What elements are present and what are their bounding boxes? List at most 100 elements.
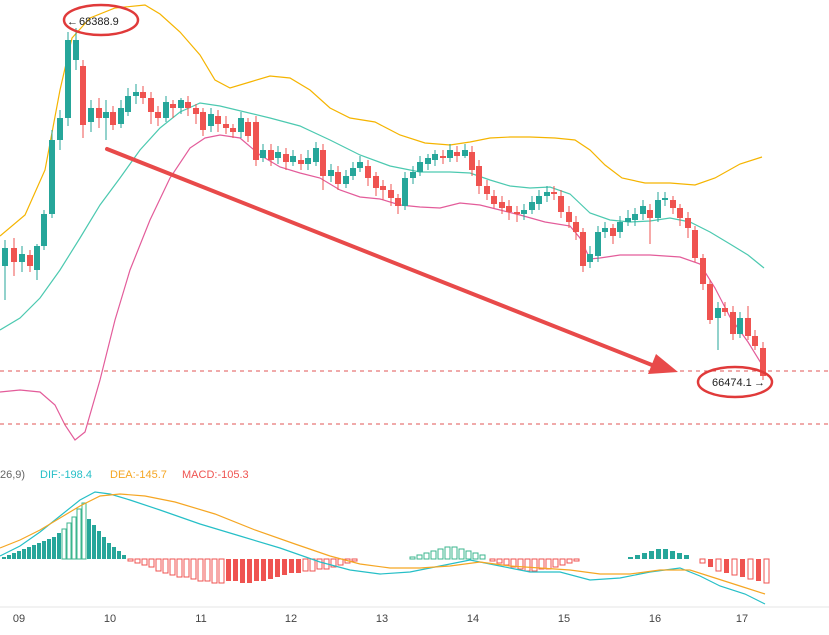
macd-bar-down bbox=[731, 558, 738, 576]
macd-bar-up bbox=[409, 556, 416, 560]
macd-bar-up bbox=[642, 553, 647, 559]
macd-bar-up bbox=[61, 528, 67, 560]
last-arrow-icon: → bbox=[754, 377, 765, 389]
candle-up bbox=[432, 154, 438, 160]
candle-down bbox=[469, 152, 475, 170]
macd-bar-down bbox=[496, 558, 503, 564]
last-price-annotation: 66474.1 → bbox=[696, 365, 774, 399]
candle-up bbox=[125, 96, 131, 112]
candle-up bbox=[118, 108, 124, 124]
macd-bar-up bbox=[52, 537, 56, 559]
candle-up bbox=[602, 228, 608, 232]
macd-bar-up bbox=[71, 516, 77, 560]
macd-dif-line bbox=[0, 491, 766, 605]
macd-bar-up bbox=[27, 547, 31, 559]
macd-value-label: MACD:-105.3 bbox=[182, 469, 249, 481]
candle-down bbox=[11, 248, 17, 262]
candle-up bbox=[357, 162, 363, 168]
bollinger-lower-line bbox=[0, 134, 765, 441]
candle-up bbox=[632, 214, 638, 220]
macd-dea-line bbox=[0, 493, 766, 595]
x-tick-label: 14 bbox=[467, 613, 479, 625]
macd-bar-down bbox=[289, 559, 294, 573]
macd-bar-up bbox=[465, 550, 472, 560]
candle-up bbox=[617, 222, 623, 232]
x-tick-label: 11 bbox=[195, 613, 206, 625]
candle-down bbox=[96, 108, 102, 118]
candle-up bbox=[88, 108, 94, 122]
candle-up bbox=[737, 318, 743, 334]
candle-down bbox=[283, 154, 289, 162]
x-axis-ticks: 09 10 11 12 13 14 15 16 17 bbox=[13, 613, 748, 625]
macd-legend: 26,9) DIF:-198.4 DEA:-145.7 MACD:-105.3 bbox=[0, 469, 249, 481]
candle-down bbox=[745, 318, 751, 336]
candle-down bbox=[200, 112, 206, 130]
macd-bar-up bbox=[472, 552, 479, 560]
macd-bar-up bbox=[635, 555, 640, 559]
macd-bar-up bbox=[57, 533, 61, 559]
candle-down bbox=[760, 348, 766, 376]
macd-bar-down bbox=[169, 558, 176, 576]
macd-bar-down bbox=[176, 558, 183, 578]
candle-up bbox=[103, 112, 109, 118]
macd-bar-down bbox=[351, 558, 358, 562]
candle-down bbox=[551, 192, 557, 194]
macd-bar-up bbox=[92, 525, 96, 559]
x-tick-label: 17 bbox=[736, 613, 748, 625]
high-price-annotation: ← 68388.9 bbox=[62, 3, 140, 37]
candle-down bbox=[514, 212, 520, 214]
macd-lines bbox=[0, 491, 766, 605]
candle-up bbox=[328, 170, 334, 176]
candle-up bbox=[73, 40, 79, 60]
candle-down bbox=[320, 150, 326, 176]
candle-down bbox=[722, 308, 728, 312]
candle-up bbox=[544, 192, 550, 196]
macd-bar-down bbox=[254, 559, 259, 581]
candle-up bbox=[65, 40, 71, 118]
macd-bar-up bbox=[81, 502, 87, 560]
candle-down bbox=[476, 166, 482, 186]
macd-bar-up bbox=[66, 522, 72, 560]
macd-bar-up bbox=[628, 557, 633, 559]
candle-up bbox=[521, 210, 527, 214]
macd-bar-down bbox=[708, 559, 713, 567]
candle-down bbox=[499, 202, 505, 208]
macd-bar-up bbox=[7, 555, 11, 559]
macd-bar-down bbox=[566, 558, 573, 564]
candle-down bbox=[685, 218, 691, 228]
candle-up bbox=[2, 248, 8, 266]
macd-bar-up bbox=[22, 549, 26, 559]
candle-up bbox=[57, 118, 63, 140]
macd-histogram bbox=[2, 502, 770, 584]
candle-down bbox=[610, 228, 616, 236]
macd-bar-up bbox=[97, 531, 101, 559]
macd-bar-down bbox=[724, 559, 729, 573]
candle-down bbox=[395, 198, 401, 206]
macd-bar-up bbox=[37, 543, 41, 559]
macd-bar-up bbox=[76, 508, 82, 560]
macd-bar-up bbox=[649, 551, 654, 559]
macd-bar-up bbox=[87, 519, 91, 559]
candle-up bbox=[34, 246, 40, 270]
candle-up bbox=[208, 114, 214, 126]
macd-bar-down bbox=[275, 559, 280, 577]
macd-bar-up bbox=[479, 554, 486, 560]
candle-down bbox=[692, 230, 698, 258]
macd-bar-down bbox=[330, 558, 337, 568]
candle-up bbox=[41, 214, 47, 246]
macd-bar-down bbox=[559, 558, 566, 566]
last-circle bbox=[696, 365, 774, 399]
macd-bar-down bbox=[573, 558, 580, 562]
macd-bar-down bbox=[162, 558, 169, 574]
macd-bar-up bbox=[42, 541, 46, 559]
macd-bar-down bbox=[261, 559, 266, 581]
candle-down bbox=[80, 66, 86, 125]
candle-down bbox=[506, 206, 512, 212]
candle-down bbox=[170, 104, 176, 108]
candle-down bbox=[730, 312, 736, 334]
candle-down bbox=[491, 196, 497, 204]
candle-up bbox=[350, 168, 356, 176]
candle-down bbox=[380, 186, 386, 190]
